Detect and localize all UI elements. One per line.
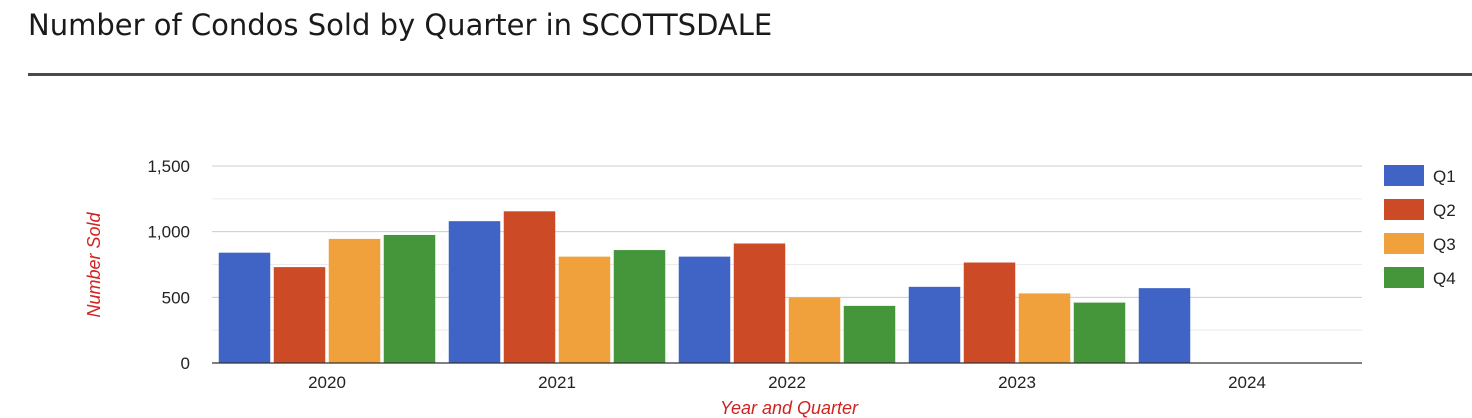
bar-q4-2023 bbox=[1073, 302, 1126, 363]
bar-q2-2020 bbox=[273, 267, 326, 363]
legend-label-q1: Q1 bbox=[1433, 167, 1456, 186]
legend-label-q4: Q4 bbox=[1433, 269, 1456, 288]
y-axis-title: Number Sold bbox=[84, 211, 104, 317]
legend-label-q3: Q3 bbox=[1433, 235, 1456, 254]
x-axis-title: Year and Quarter bbox=[720, 398, 859, 418]
y-tick-label: 0 bbox=[181, 354, 190, 373]
bar-q1-2024 bbox=[1138, 288, 1191, 363]
x-tick-label: 2021 bbox=[538, 373, 576, 392]
x-tick-label: 2020 bbox=[308, 373, 346, 392]
bar-q4-2020 bbox=[383, 234, 436, 363]
y-tick-label: 1,500 bbox=[147, 157, 190, 176]
x-tick-label: 2024 bbox=[1228, 373, 1266, 392]
bar-q1-2023 bbox=[908, 286, 961, 363]
x-axis-ticks: 2020 2021 2022 2023 2024 bbox=[308, 373, 1266, 392]
bar-q2-2021 bbox=[503, 211, 556, 363]
bar-q2-2023 bbox=[963, 262, 1016, 363]
bar-q1-2020 bbox=[218, 252, 271, 363]
legend-label-q2: Q2 bbox=[1433, 201, 1456, 220]
bar-q3-2020 bbox=[328, 238, 381, 363]
legend-swatch-q4 bbox=[1384, 267, 1424, 288]
y-axis-ticks: 0 500 1,000 1,500 bbox=[147, 157, 190, 373]
x-tick-label: 2022 bbox=[768, 373, 806, 392]
bar-q4-2021 bbox=[613, 250, 666, 363]
legend-swatch-q2 bbox=[1384, 199, 1424, 220]
x-tick-label: 2023 bbox=[998, 373, 1036, 392]
bar-q3-2021 bbox=[558, 256, 611, 363]
bar-q4-2022 bbox=[843, 305, 896, 363]
bars bbox=[218, 211, 1191, 363]
page-title: Number of Condos Sold by Quarter in SCOT… bbox=[28, 8, 773, 42]
bar-q1-2022 bbox=[678, 256, 731, 363]
legend-swatch-q1 bbox=[1384, 165, 1424, 186]
y-tick-label: 1,000 bbox=[147, 223, 190, 242]
bar-q2-2022 bbox=[733, 243, 786, 363]
legend-swatch-q3 bbox=[1384, 233, 1424, 254]
y-tick-label: 500 bbox=[162, 288, 190, 307]
bar-q3-2023 bbox=[1018, 293, 1071, 363]
bar-q1-2021 bbox=[448, 221, 501, 363]
bar-q3-2022 bbox=[788, 297, 841, 363]
title-divider bbox=[28, 73, 1472, 76]
legend: Q1 Q2 Q3 Q4 bbox=[1384, 165, 1456, 288]
